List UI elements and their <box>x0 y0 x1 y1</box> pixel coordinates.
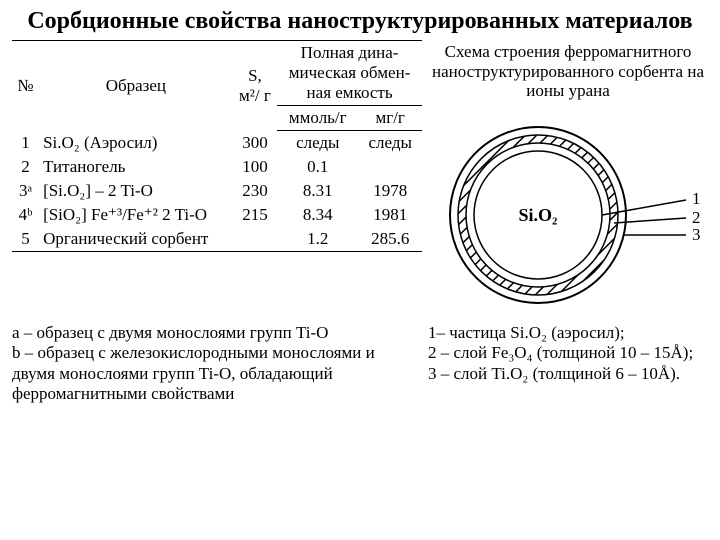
col-num: № <box>12 41 39 131</box>
legend-1: 1– частица Si.O₂ (аэросил); <box>428 323 704 343</box>
legend-3: 3 – слой Ti.O₂ (толщиной 6 – 10Å). <box>428 364 704 384</box>
table-row: 2 Титаногель 100 0.1 <box>12 155 422 179</box>
col-mg: мг/г <box>358 106 422 131</box>
table-row: 1 Si.O₂ (Аэросил) 300 следы следы <box>12 131 422 155</box>
col-sample: Образец <box>39 41 233 131</box>
footnote-b: b – образец с железокислородными моносло… <box>12 343 418 404</box>
col-mmol: ммоль/г <box>277 106 358 131</box>
scheme-title: Схема строения ферромагнитного нанострук… <box>428 40 708 107</box>
table-row: 3ᵃ [Si.O₂] – 2 Ti-O 230 8.31 1978 <box>12 179 422 203</box>
table-area: № Образец S,м²/ г Полная дина- мическая … <box>12 40 422 317</box>
page-title: Сорбционные свойства наноструктурированн… <box>0 0 720 40</box>
table-row: 5 Органический сорбент 1.2 285.6 <box>12 227 422 252</box>
structure-diagram: Si.O₂ 1 2 3 <box>428 107 708 317</box>
table-row: 4ᵇ [SiO₂] Fe⁺³/Fe⁺² 2 Ti-O 215 8.34 1981 <box>12 203 422 227</box>
core-label: Si.O₂ <box>519 205 558 225</box>
col-s: S,м²/ г <box>233 41 277 131</box>
callout-3: 3 <box>692 225 701 244</box>
col-capacity: Полная дина- мическая обмен- ная емкость <box>277 41 422 106</box>
footnote-a: a – образец с двумя монослоями групп Ti-… <box>12 323 418 343</box>
legend-2: 2 – слой Fe₃O₄ (толщиной 10 – 15Å); <box>428 343 704 363</box>
diagram-legend: 1– частица Si.O₂ (аэросил); 2 – слой Fe₃… <box>422 317 708 405</box>
callout-1: 1 <box>692 189 701 208</box>
sorption-table: № Образец S,м²/ г Полная дина- мическая … <box>12 40 422 252</box>
footnotes: a – образец с двумя монослоями групп Ti-… <box>0 317 422 405</box>
